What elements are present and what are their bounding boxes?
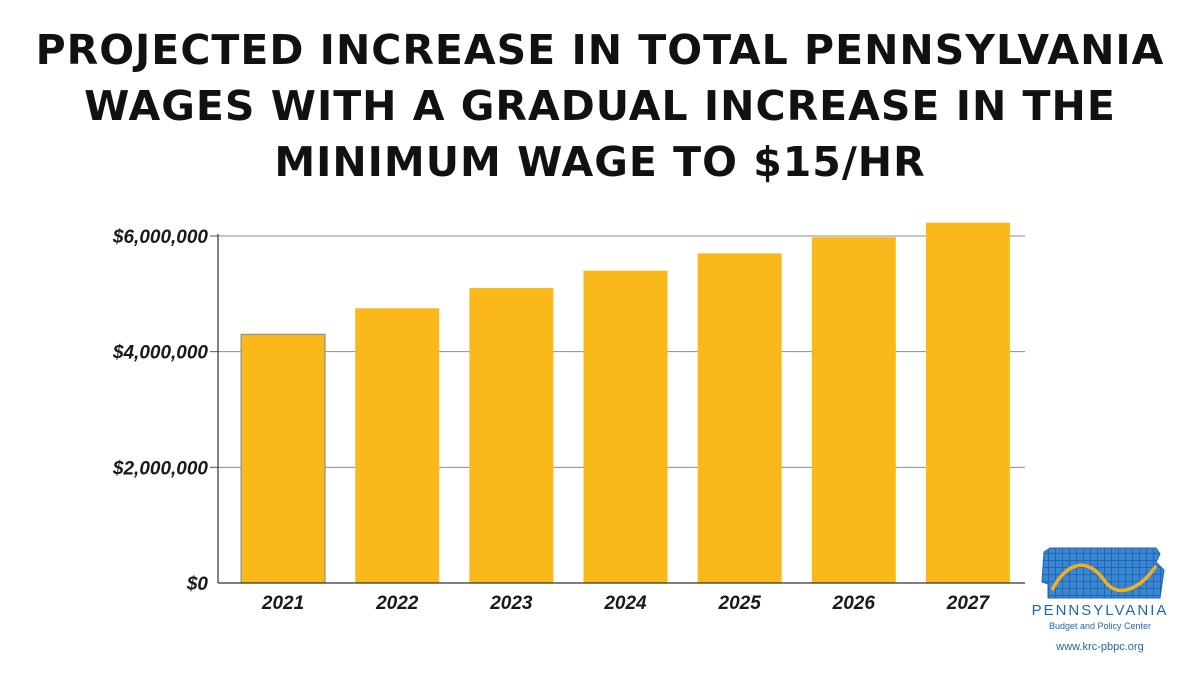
chart-title-line-3: MINIMUM WAGE TO $15/HR [274,138,926,186]
bars [240,222,1010,584]
x-tick-label: 2023 [489,593,533,614]
bar-2027 [925,222,1010,583]
y-tick-label: $2,000,000 [112,458,209,479]
y-tick-label: $4,000,000 [112,343,209,364]
bar-2023 [469,288,554,583]
x-tick-label: 2027 [946,593,991,614]
bar-2022 [355,308,440,583]
chart-title-line-2: WAGES WITH A GRADUAL INCREASE IN THE [84,82,1116,130]
bar-2025 [697,253,782,583]
pennsylvania-map-icon [1041,547,1165,599]
pbpc-logo [1041,547,1165,599]
chart-title-line-1: PROJECTED INCREASE IN TOTAL PENNSYLVANIA [35,26,1165,74]
axes: $0 $2,000,000 $4,000,000 $6,000,000 2021 2022… [112,227,1025,614]
x-tick-label: 2026 [832,593,876,614]
logo-url: www.krc-pbpc.org [1056,641,1144,653]
y-tick-label: $6,000,000 [112,227,209,248]
bar-2021 [240,333,326,584]
x-tick-label: 2021 [261,593,304,614]
wave-line-icon [1050,563,1158,592]
x-tick-label: 2025 [718,593,762,614]
bar-2024 [583,270,668,583]
x-tick-label: 2022 [375,593,419,614]
y-tick-label: $0 [186,574,209,595]
bar-2026 [811,237,896,583]
logo-subtitle: Budget and Policy Center [1048,621,1152,631]
x-tick-label: 2024 [603,593,647,614]
chart-title: PROJECTED INCREASE IN TOTAL PENNSYLVANIA… [0,22,1200,190]
logo-name: PENNSYLVANIA [1031,602,1169,619]
